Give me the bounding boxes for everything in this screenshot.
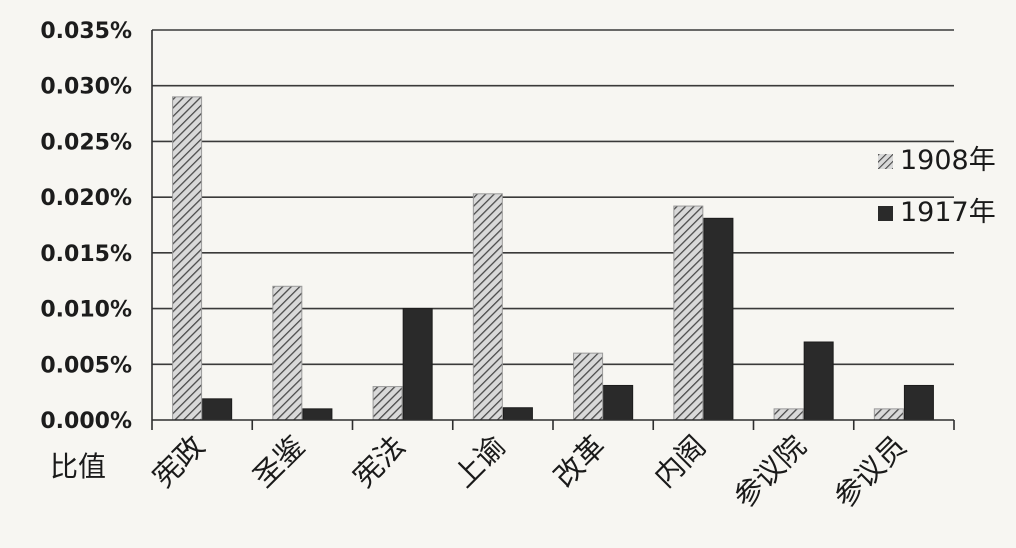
bar-1908-0 (172, 96, 203, 421)
y-tick-label: 0.015% (40, 242, 132, 267)
bar-1908-4 (573, 352, 604, 421)
bar-1908-1 (272, 285, 303, 421)
legend-swatch (878, 206, 893, 221)
legend-label: 1908年 (900, 145, 996, 176)
x-tick-label: 圣鉴 (246, 429, 311, 494)
x-tick-label: 宪政 (146, 429, 211, 494)
y-tick-label: 0.005% (40, 353, 132, 378)
x-tick-label: 内阁 (647, 429, 712, 494)
x-tick-label: 参议员 (827, 429, 913, 515)
legend-label: 1917年 (900, 197, 996, 228)
bar-1908-6 (773, 408, 804, 421)
bar-1908-3 (472, 193, 503, 421)
bar-1908-7 (873, 408, 904, 421)
x-tick-label: 宪法 (347, 429, 412, 494)
gridlines (152, 29, 954, 366)
bar-1917-2 (402, 308, 433, 421)
x-axis-tick-labels: 宪政 圣鉴 宪法 上谕 改革 内阁 参议院 参议员 (146, 429, 913, 515)
y-axis-tick-labels: 0.000% 0.005% 0.010% 0.015% 0.020% 0.025% 0.03… (40, 19, 132, 434)
y-axis-label: 比值 (50, 450, 106, 483)
legend: 1908年 1917年 (878, 145, 996, 228)
bar-1908-5 (673, 205, 704, 421)
bar-1917-0 (202, 398, 233, 421)
bar-1917-3 (502, 407, 533, 421)
y-tick-label: 0.000% (40, 409, 132, 434)
bar-1917-6 (803, 341, 834, 421)
bar-1917-7 (903, 384, 934, 421)
x-tick-label: 参议院 (727, 429, 813, 515)
y-tick-label: 0.020% (40, 186, 132, 211)
bar-1908-2 (372, 386, 403, 421)
x-tick-label: 改革 (547, 429, 612, 494)
x-tick-label: 上谕 (447, 429, 512, 494)
bars (172, 96, 934, 421)
y-tick-label: 0.025% (40, 130, 132, 155)
legend-swatch (878, 154, 893, 169)
bar-1917-4 (603, 384, 634, 421)
y-tick-label: 0.010% (40, 298, 132, 323)
bar-1917-5 (703, 217, 734, 421)
y-tick-label: 0.035% (40, 19, 132, 44)
y-tick-label: 0.030% (40, 75, 132, 100)
axes (151, 30, 955, 430)
bar-1917-1 (302, 408, 333, 421)
